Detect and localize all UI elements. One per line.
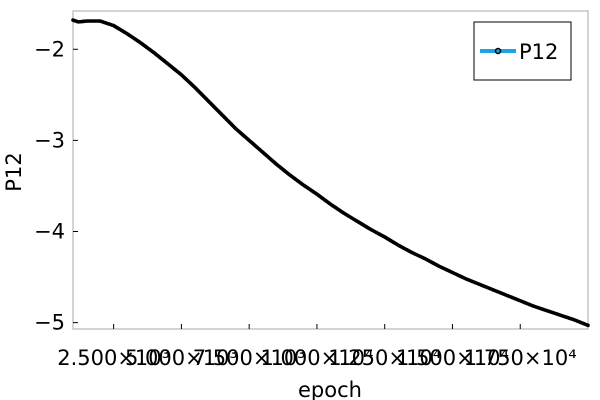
x-tick-label: 1.750×10⁴ (464, 346, 577, 370)
x-tick-label: 7.500×10³ (193, 346, 306, 370)
x-tick-label: 1.250×10⁴ (328, 346, 441, 370)
x-tick-label: 1.500×10⁴ (396, 346, 509, 370)
y-tick-label: −4 (34, 220, 65, 244)
x-tick-label: 1.000×10⁴ (261, 346, 374, 370)
y-tick-label: −2 (34, 37, 65, 61)
series-markers-P12 (71, 18, 590, 328)
x-axis: 2.500×10³5.000×10³7.500×10³1.000×10⁴1.25… (57, 324, 577, 370)
x-tick-label: 2.500×10³ (57, 346, 170, 370)
data-point (586, 323, 590, 328)
legend-marker (494, 47, 502, 55)
y-tick-label: −3 (34, 128, 65, 152)
legend: P12 (473, 21, 572, 81)
y-tick-label: −5 (34, 311, 65, 335)
y-axis-title: P12 (2, 152, 26, 191)
x-tick-label: 5.000×10³ (125, 346, 238, 370)
x-axis-title: epoch (298, 378, 362, 400)
y-axis: −2 −3 −4 −5 (34, 37, 78, 335)
series-layer (71, 18, 590, 328)
legend-label: P12 (519, 40, 558, 64)
